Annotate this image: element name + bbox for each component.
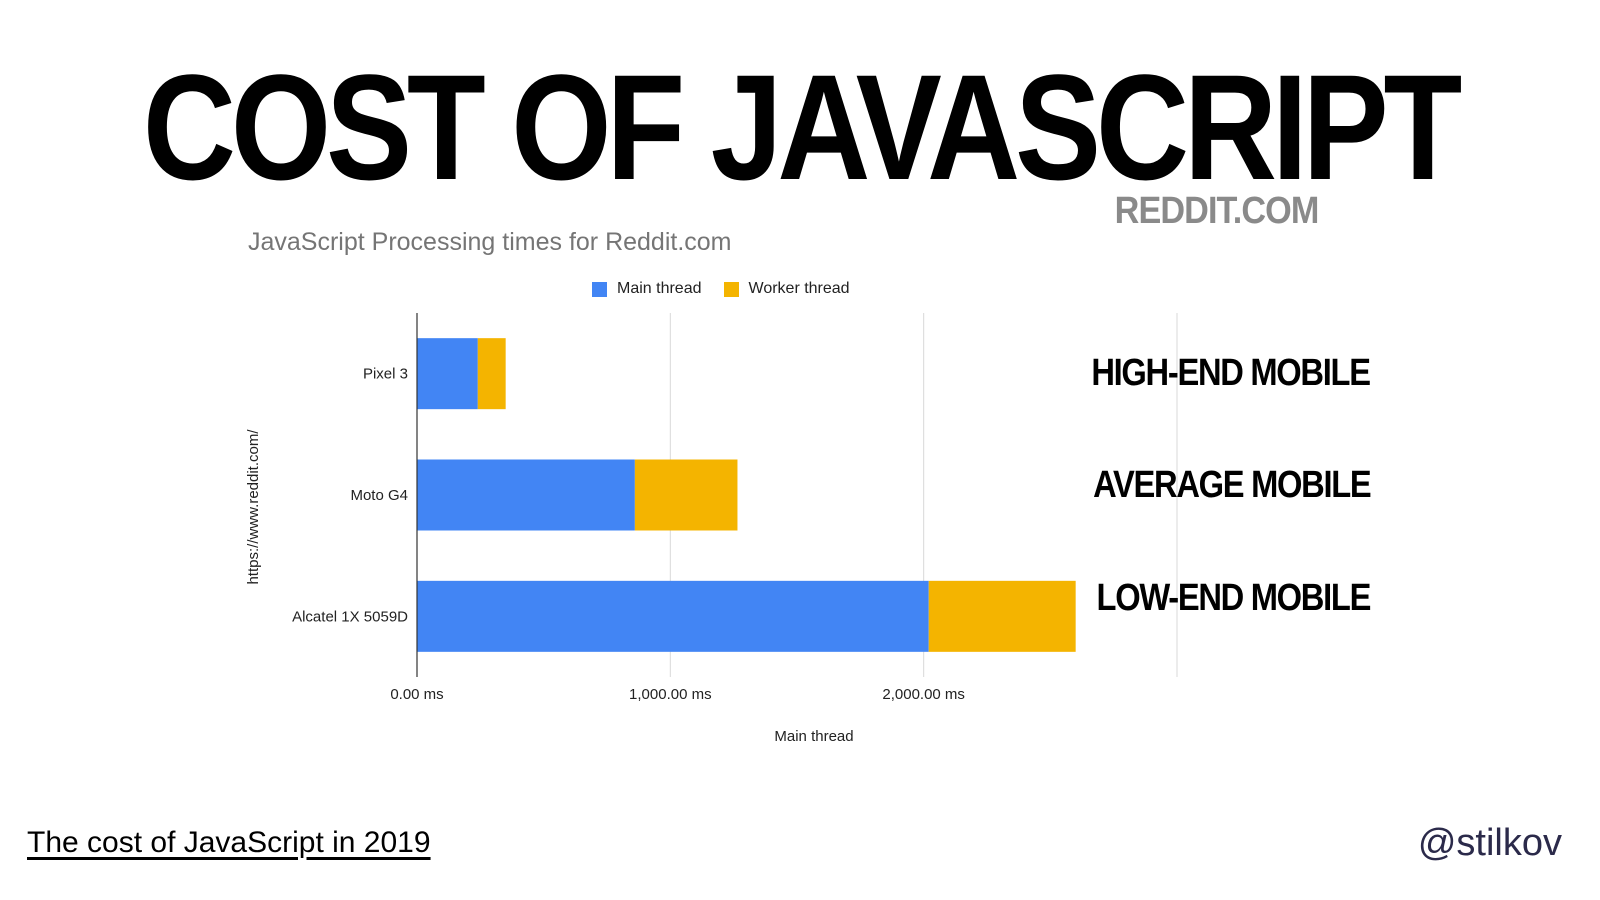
x-tick-label-1: 1,000.00 ms (629, 686, 712, 703)
legend-label-main-thread: Main thread (617, 280, 702, 297)
segment-label-low-end: LOW-END MOBILE (1096, 577, 1371, 619)
x-tick-label-0: 0.00 ms (390, 686, 443, 703)
x-tick-label-2: 2,000.00 ms (882, 686, 965, 703)
bar-main-1 (417, 459, 635, 531)
y-category-label-1: Moto G4 (350, 487, 408, 504)
y-axis-title: https://www.reddit.com/ (245, 429, 262, 585)
legend-label-worker-thread: Worker thread (748, 280, 850, 297)
legend-entry-worker-thread: Worker thread (723, 280, 850, 298)
segment-label-high-end: HIGH-END MOBILE (1091, 352, 1372, 394)
bar-main-0 (417, 338, 478, 410)
slide-title: COST OF JAVASCRIPT (142, 43, 1462, 211)
legend-swatch-main-thread (592, 281, 607, 297)
bar-worker-1 (634, 459, 738, 531)
chart-title: JavaScript Processing times for Reddit.c… (248, 228, 732, 256)
legend-swatch-worker-thread (723, 281, 739, 297)
bar-worker-0 (477, 338, 506, 410)
y-category-label-0: Pixel 3 (363, 366, 408, 383)
bar-main-2 (417, 580, 929, 652)
chart-legend: Main thread Worker thread (592, 280, 872, 298)
cost-of-javascript-link[interactable]: The cost of JavaScript in 2019 (27, 826, 431, 859)
slide-subtitle: REDDIT.COM (1114, 190, 1319, 232)
x-axis-title: Main thread (774, 728, 853, 745)
author-handle: @stilkov (1417, 822, 1562, 864)
bar-worker-2 (928, 580, 1076, 652)
segment-label-average: AVERAGE MOBILE (1092, 464, 1372, 506)
legend-entry-main-thread: Main thread (592, 280, 702, 298)
y-category-label-2: Alcatel 1X 5059D (292, 608, 408, 625)
